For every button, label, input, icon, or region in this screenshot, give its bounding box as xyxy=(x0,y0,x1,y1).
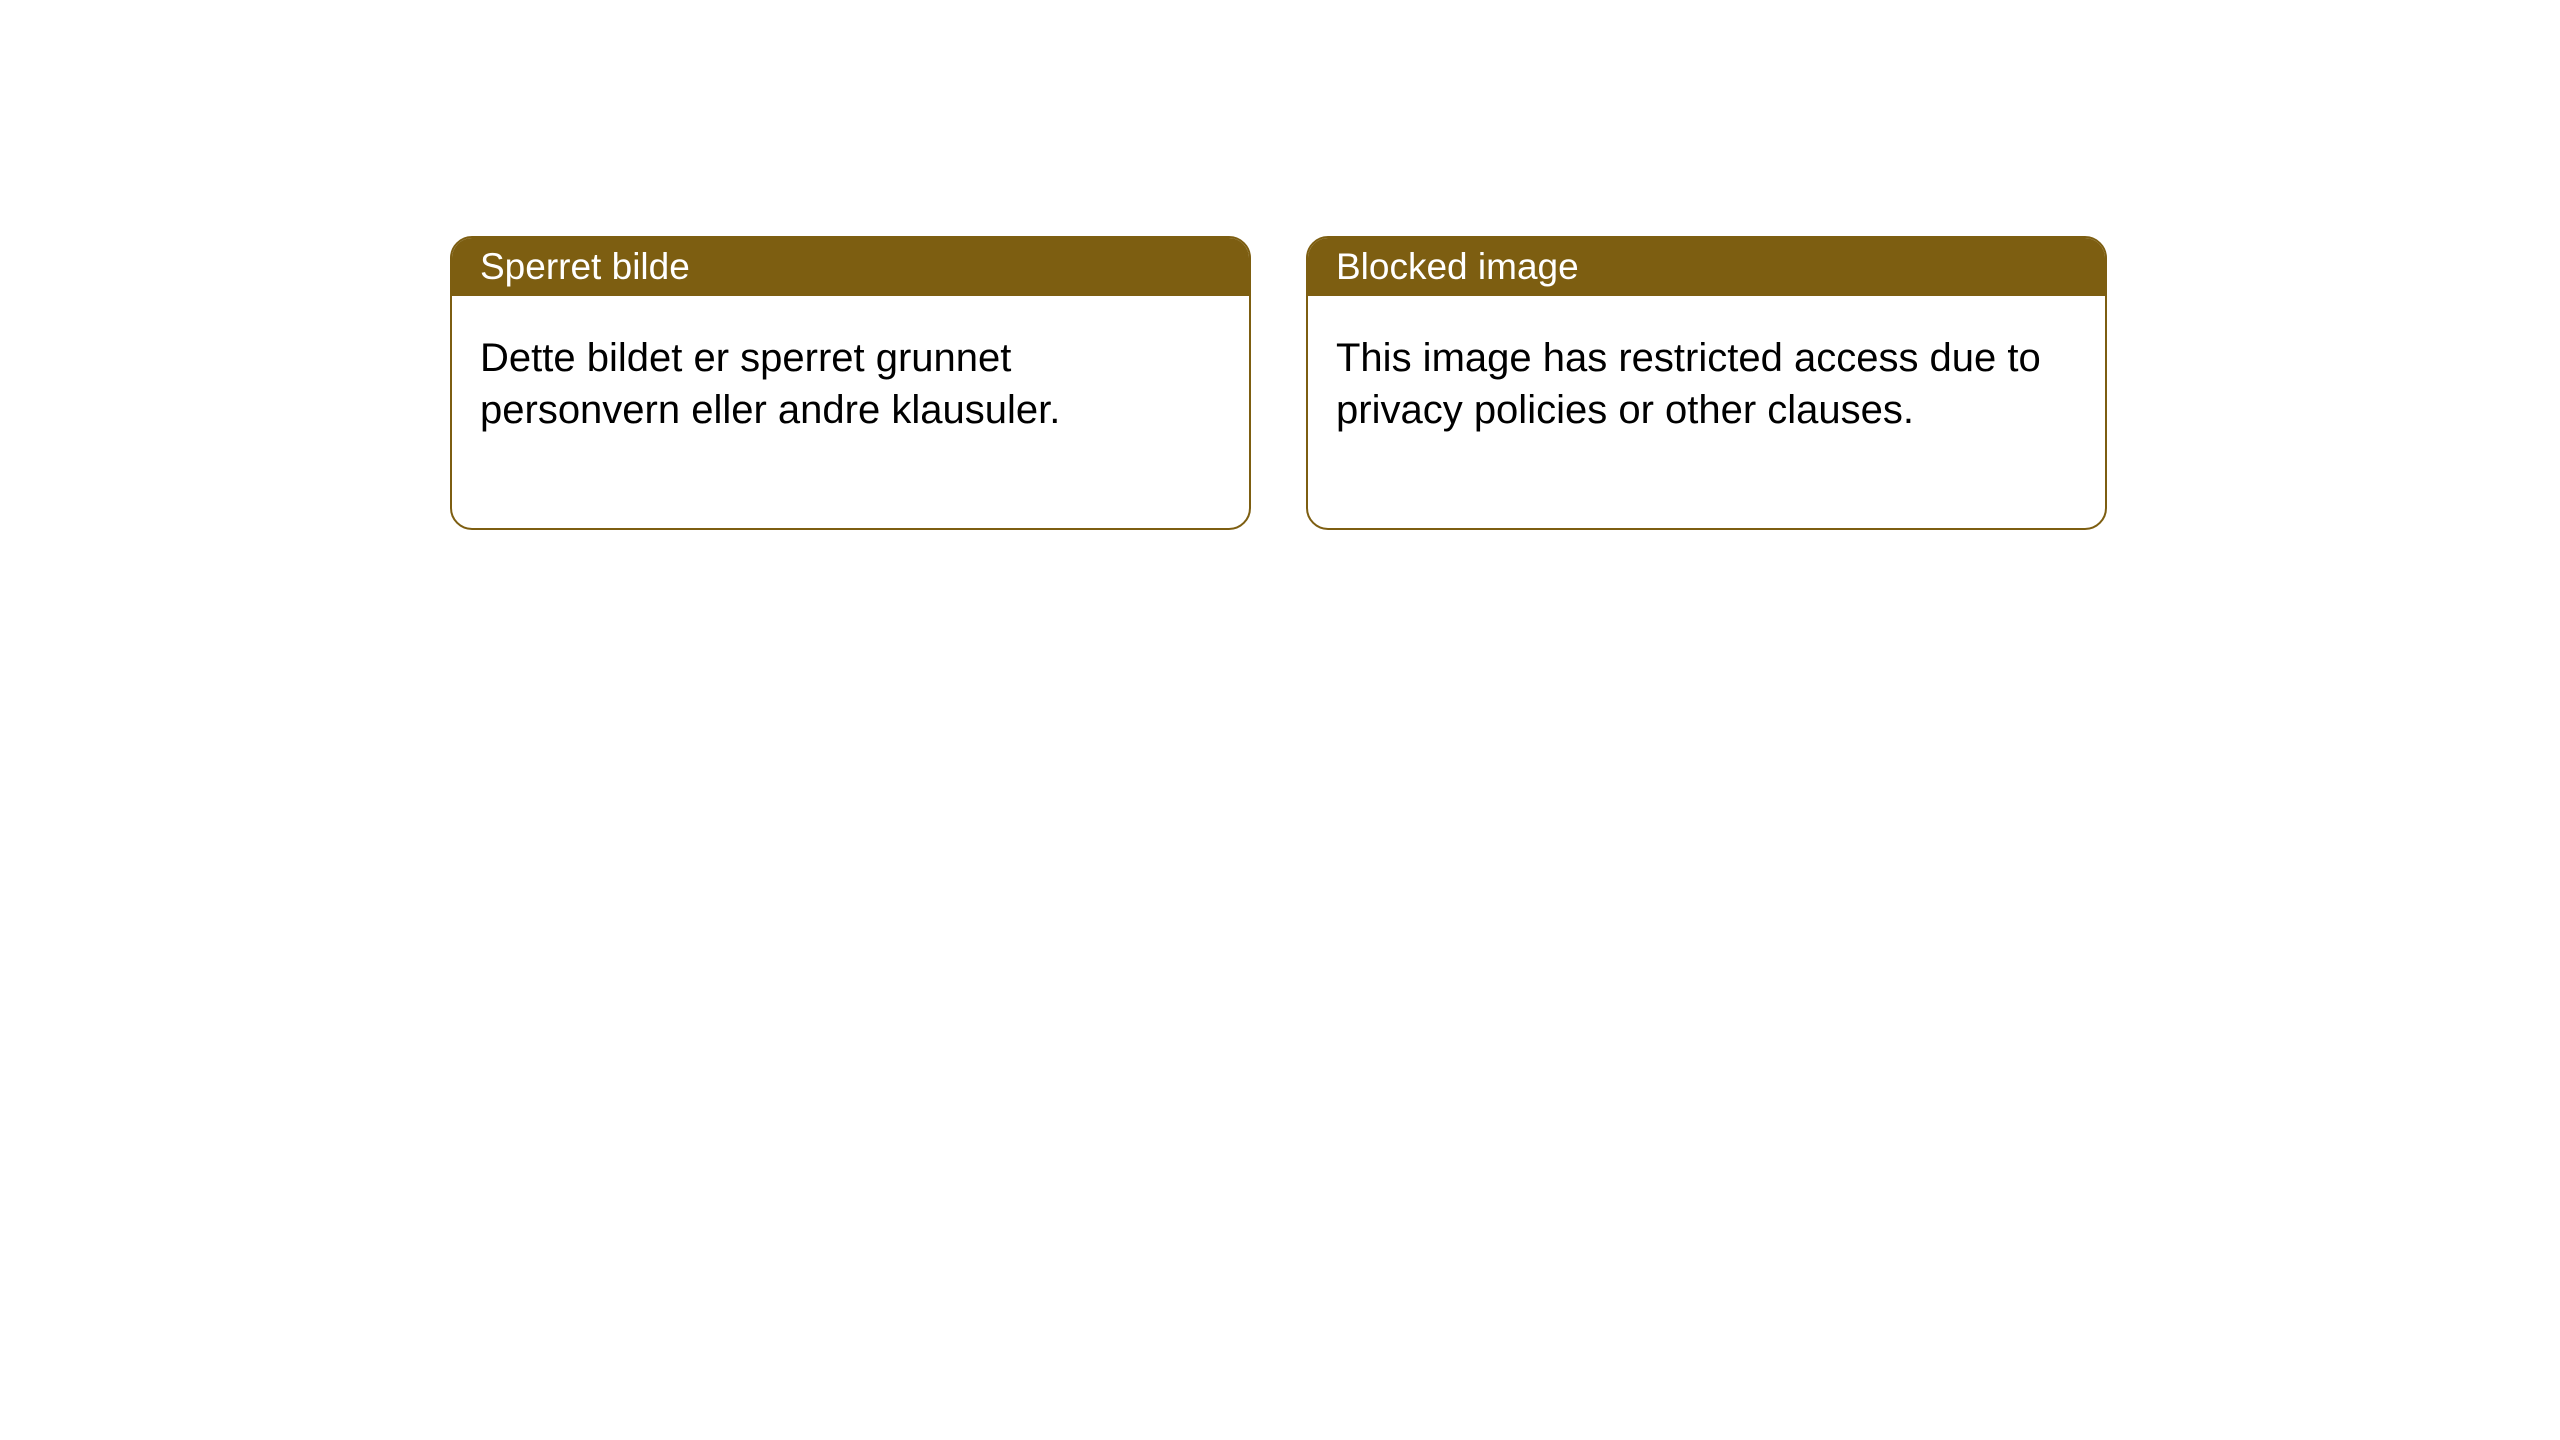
notice-card-norwegian: Sperret bilde Dette bildet er sperret gr… xyxy=(450,236,1251,530)
notice-card-english: Blocked image This image has restricted … xyxy=(1306,236,2107,530)
notice-text: Dette bildet er sperret grunnet personve… xyxy=(480,336,1060,432)
notice-title: Sperret bilde xyxy=(480,246,690,287)
notice-body: Dette bildet er sperret grunnet personve… xyxy=(452,296,1249,528)
notice-text: This image has restricted access due to … xyxy=(1336,336,2041,432)
notice-header: Blocked image xyxy=(1308,238,2105,296)
notice-body: This image has restricted access due to … xyxy=(1308,296,2105,528)
notice-header: Sperret bilde xyxy=(452,238,1249,296)
notice-container: Sperret bilde Dette bildet er sperret gr… xyxy=(0,0,2560,530)
notice-title: Blocked image xyxy=(1336,246,1579,287)
